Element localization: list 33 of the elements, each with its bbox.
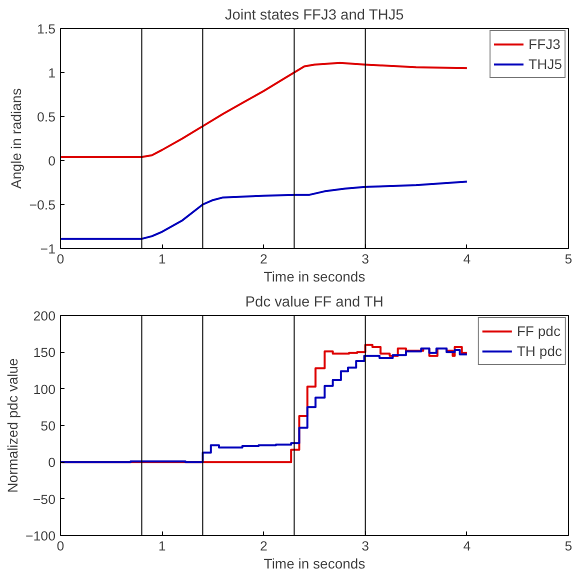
- x-tick-label: 5: [564, 252, 572, 266]
- y-tick-label: 0: [48, 154, 56, 168]
- y-tick-label: 150: [33, 345, 56, 360]
- x-tick-label: 3: [362, 252, 370, 266]
- legend-label: FFJ3: [528, 36, 560, 52]
- chart-title: Pdc value FF and TH: [245, 294, 384, 310]
- legend-label: FF pdc: [516, 323, 560, 339]
- y-tick-label: 100: [33, 382, 56, 397]
- x-tick-label: 2: [260, 252, 268, 266]
- x-tick-label: 5: [564, 538, 572, 554]
- y-tick-label: 200: [33, 308, 56, 324]
- legend-label: TH pdc: [516, 343, 562, 359]
- y-tick-label: 0.5: [36, 110, 56, 124]
- legend-label: THJ5: [528, 56, 562, 72]
- y-tick-label: −0.5: [29, 198, 56, 212]
- y-tick-label: 50: [40, 418, 56, 434]
- x-tick-label: 4: [463, 538, 472, 554]
- x-tick-label: 3: [362, 538, 370, 554]
- y-tick-label: 0: [48, 455, 56, 470]
- y-tick-label: −100: [25, 528, 56, 544]
- x-tick-label: 1: [158, 252, 166, 266]
- y-tick-label: 1.5: [36, 22, 56, 36]
- x-axis-title: Time in seconds: [264, 556, 366, 572]
- chart-title: Joint states FFJ3 and THJ5: [224, 8, 404, 24]
- x-axis-title: Time in seconds: [264, 268, 366, 284]
- x-tick-label: 1: [158, 538, 166, 554]
- x-tick-label: 2: [260, 538, 268, 554]
- y-axis-title: Normalized pdc value: [4, 358, 20, 493]
- y-tick-label: 1: [48, 66, 56, 80]
- y-tick-label: −50: [32, 492, 56, 507]
- x-tick-label: 4: [463, 252, 472, 266]
- y-tick-label: −1: [40, 242, 56, 256]
- y-axis-title: Angle in radians: [8, 88, 24, 189]
